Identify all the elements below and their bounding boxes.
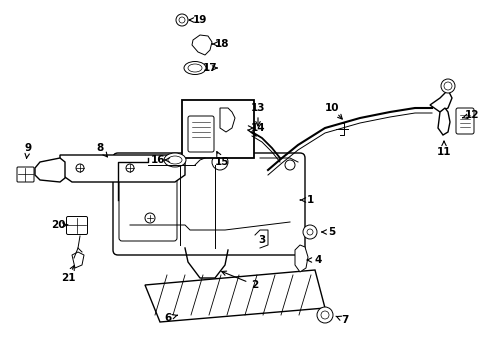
FancyBboxPatch shape xyxy=(17,167,34,182)
Text: 13: 13 xyxy=(251,103,265,113)
Circle shape xyxy=(212,154,228,170)
Circle shape xyxy=(317,307,333,323)
Text: 10: 10 xyxy=(325,103,339,113)
Polygon shape xyxy=(72,252,84,268)
Circle shape xyxy=(145,213,155,223)
FancyBboxPatch shape xyxy=(188,116,214,152)
Circle shape xyxy=(179,17,185,23)
Text: 12: 12 xyxy=(465,110,479,120)
Circle shape xyxy=(307,229,313,235)
Text: 17: 17 xyxy=(203,63,217,73)
Polygon shape xyxy=(430,90,452,112)
Text: 19: 19 xyxy=(193,15,207,25)
FancyBboxPatch shape xyxy=(67,216,88,234)
Circle shape xyxy=(285,160,295,170)
FancyBboxPatch shape xyxy=(113,153,305,255)
Ellipse shape xyxy=(164,153,186,167)
Text: 3: 3 xyxy=(258,235,266,245)
FancyBboxPatch shape xyxy=(456,108,474,134)
Polygon shape xyxy=(295,245,308,272)
FancyBboxPatch shape xyxy=(119,165,177,241)
Text: 2: 2 xyxy=(251,280,259,290)
Polygon shape xyxy=(35,158,65,182)
Text: 18: 18 xyxy=(215,39,229,49)
Polygon shape xyxy=(145,270,325,322)
Text: 5: 5 xyxy=(328,227,336,237)
Text: 6: 6 xyxy=(164,313,171,323)
Text: 8: 8 xyxy=(97,143,103,153)
Text: 4: 4 xyxy=(314,255,322,265)
Text: 11: 11 xyxy=(437,147,451,157)
Ellipse shape xyxy=(188,64,202,72)
Text: 16: 16 xyxy=(151,155,165,165)
Bar xyxy=(182,100,254,158)
Text: 9: 9 xyxy=(24,143,31,153)
Polygon shape xyxy=(438,108,450,135)
Text: 15: 15 xyxy=(215,157,229,167)
Circle shape xyxy=(444,82,452,90)
Polygon shape xyxy=(60,155,185,182)
Polygon shape xyxy=(192,35,212,55)
Text: 1: 1 xyxy=(306,195,314,205)
Ellipse shape xyxy=(168,156,182,164)
Circle shape xyxy=(76,164,84,172)
Circle shape xyxy=(126,164,134,172)
Circle shape xyxy=(321,311,329,319)
Circle shape xyxy=(303,225,317,239)
Text: 20: 20 xyxy=(51,220,65,230)
Text: 21: 21 xyxy=(61,273,75,283)
Ellipse shape xyxy=(184,62,206,75)
Polygon shape xyxy=(220,108,235,132)
Text: 14: 14 xyxy=(251,123,265,133)
Circle shape xyxy=(176,14,188,26)
Text: 7: 7 xyxy=(342,315,349,325)
Circle shape xyxy=(441,79,455,93)
